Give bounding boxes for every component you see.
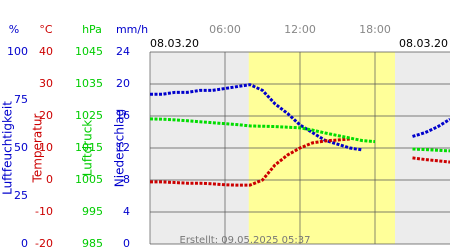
axis-unit: % (9, 23, 19, 36)
data-line (150, 83, 450, 152)
y-tick-label: 40 (39, 45, 53, 58)
y-tick-label: 0 (46, 173, 53, 186)
date-right: 08.03.20 (399, 37, 448, 50)
y-tick-label: 1015 (75, 141, 103, 154)
y-tick-label: 20 (39, 109, 53, 122)
y-tick-label: 16 (116, 109, 130, 122)
x-tick-label: 12:00 (284, 23, 316, 36)
y-tick-label: 24 (116, 45, 130, 58)
y-tick-label: 1005 (75, 173, 103, 186)
y-tick-label: 1035 (75, 77, 103, 90)
axis-title: Temperatur (31, 113, 45, 183)
y-tick-label: -10 (35, 205, 53, 218)
y-tick-label: 12 (116, 141, 130, 154)
y-tick-label: 20 (116, 77, 130, 90)
axis-title: Luftfeuchtigkeit (1, 101, 15, 195)
y-tick-label: 0 (123, 237, 130, 250)
y-tick-label: 995 (82, 205, 103, 218)
y-tick-label: 8 (123, 173, 130, 186)
y-tick-label: 25 (14, 189, 28, 202)
x-tick-label: 06:00 (209, 23, 241, 36)
axis-title: Niederschlag (113, 109, 127, 187)
y-tick-label: -20 (35, 237, 53, 250)
x-tick-label: 18:00 (359, 23, 391, 36)
y-tick-label: 1045 (75, 45, 103, 58)
y-tick-label: 75 (14, 93, 28, 106)
y-tick-label: 0 (21, 237, 28, 250)
y-tick-label: 50 (14, 141, 28, 154)
y-tick-label: 30 (39, 77, 53, 90)
axis-unit: °C (39, 23, 53, 36)
date-left: 08.03.20 (150, 37, 199, 50)
data-line (150, 137, 450, 187)
footer: Erstellt: 09.05.2025 05:37 (180, 235, 311, 246)
axis-title: Luftdruck (81, 120, 95, 177)
data-line (149, 117, 450, 153)
y-tick-label: 985 (82, 237, 103, 250)
axis-unit: hPa (82, 23, 102, 36)
y-tick-label: 100 (7, 45, 28, 58)
y-tick-label: 1025 (75, 109, 103, 122)
axis-unit: mm/h (116, 23, 148, 36)
y-tick-label: 4 (123, 205, 130, 218)
y-tick-label: 10 (39, 141, 53, 154)
